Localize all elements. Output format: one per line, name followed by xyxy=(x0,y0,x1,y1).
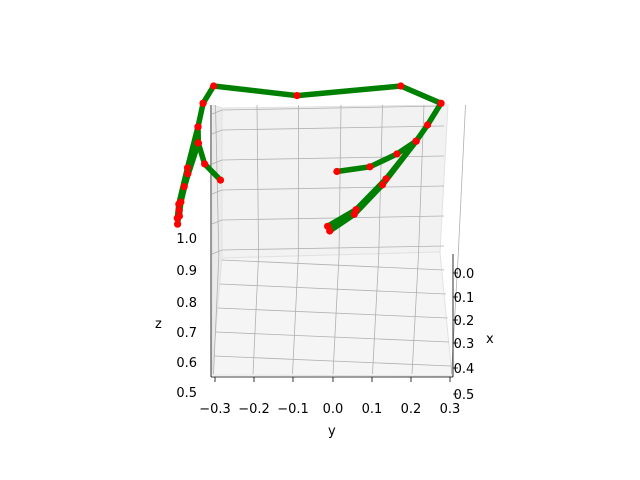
axes-panes xyxy=(211,104,453,377)
z-tick-label: 0.6 xyxy=(176,356,197,371)
grid-line-y-back xyxy=(256,104,259,257)
z-tick-label: 1.0 xyxy=(176,232,197,247)
pose-point-5-5 xyxy=(333,167,341,176)
grid-line-y xyxy=(332,255,340,375)
pose-point-4-2 xyxy=(175,206,183,214)
grid-line-y xyxy=(213,255,220,375)
pose-point-0-1 xyxy=(210,82,218,90)
grid-line-z xyxy=(221,245,445,251)
grid-line-z-side xyxy=(211,159,223,165)
grid-line-z-side xyxy=(211,189,223,195)
pose-segment-0 xyxy=(200,83,444,107)
grid-line-x xyxy=(215,331,450,343)
x-axis-label: x xyxy=(486,332,494,347)
x-tick-label: 0.5 xyxy=(454,388,475,403)
pose-point-1-0 xyxy=(199,99,207,107)
pose-point-7-3 xyxy=(326,227,334,235)
pose-point-0-2 xyxy=(293,92,301,100)
pose-segment-5 xyxy=(334,100,444,175)
pose-point-2-1 xyxy=(183,164,192,172)
tick-labels: −0.3 −0.2 −0.1 0.0 0.1 0.2 0.30.50.60.70.80.91… xyxy=(176,232,474,417)
z-axis-label: z xyxy=(155,317,162,332)
pose-point-0-3 xyxy=(397,82,405,90)
x-tick-label: 0.3 xyxy=(454,337,475,352)
y-tick-label: −0.3 xyxy=(199,402,231,417)
pose-point-4-0 xyxy=(194,139,202,147)
pose-point-5-4 xyxy=(366,163,374,171)
y-tick-label: 0.1 xyxy=(362,402,383,417)
y-tick-label: 0.2 xyxy=(401,402,422,417)
pose-point-3-2 xyxy=(177,198,185,206)
pose-point-7-1 xyxy=(378,181,387,189)
grid-line-y-back xyxy=(338,104,342,257)
x-tick-label: 0.4 xyxy=(454,362,475,377)
pose-point-6-1 xyxy=(382,175,390,183)
grid-line-x xyxy=(219,283,446,295)
x-tick-label: 0.1 xyxy=(454,291,475,306)
x-tick-label: 0.2 xyxy=(454,314,475,329)
grid-line-z xyxy=(221,185,445,191)
axis-lines xyxy=(210,105,454,378)
y-tick-label: −0.2 xyxy=(238,402,270,417)
z-tick-label: 0.7 xyxy=(176,326,197,341)
grid-line-y xyxy=(411,255,419,375)
pose-segment-7 xyxy=(326,138,419,234)
z-tick-label: 0.8 xyxy=(176,296,197,311)
pose-point-3-1 xyxy=(184,170,192,178)
pose-point-2-0 xyxy=(194,123,202,131)
pose-point-5-1 xyxy=(423,121,432,129)
grid-line-z-side xyxy=(211,219,223,225)
pose-lines xyxy=(173,82,445,235)
grid-lines xyxy=(211,104,466,375)
grid-line-x xyxy=(217,307,448,319)
y-axis-label: y xyxy=(328,424,336,439)
grid-line-z xyxy=(221,125,445,131)
z-tick-label: 0.9 xyxy=(176,264,197,279)
grid-line-z xyxy=(221,105,445,111)
grid-line-x xyxy=(213,355,452,367)
pose-point-3-3 xyxy=(175,212,183,220)
pose-point-1-3 xyxy=(201,160,209,168)
grid-line-y xyxy=(252,255,259,375)
pose-point-4-3 xyxy=(174,220,182,228)
pose-point-5-3 xyxy=(393,150,401,158)
pose-point-5-0 xyxy=(437,99,445,107)
y-tick-label: −0.1 xyxy=(277,402,309,417)
pose-point-1-4 xyxy=(216,176,225,184)
z-tick-label: 0.5 xyxy=(176,386,197,401)
grid-line-y xyxy=(292,255,299,375)
pose-point-7-0 xyxy=(412,137,420,145)
grid-line-z xyxy=(221,215,445,221)
grid-line-z-side xyxy=(211,249,223,255)
y-tick-label: 0.0 xyxy=(323,402,344,417)
grid-line-z-side xyxy=(211,109,223,115)
y-tick-label: 0.3 xyxy=(440,402,461,417)
grid-line-z-side xyxy=(211,129,223,135)
pose-point-4-1 xyxy=(180,183,188,191)
pose-point-7-2 xyxy=(350,210,358,218)
x-tick-label: 0.0 xyxy=(454,267,475,282)
grid-line-x xyxy=(221,259,445,271)
grid-line-y-back xyxy=(457,104,466,257)
